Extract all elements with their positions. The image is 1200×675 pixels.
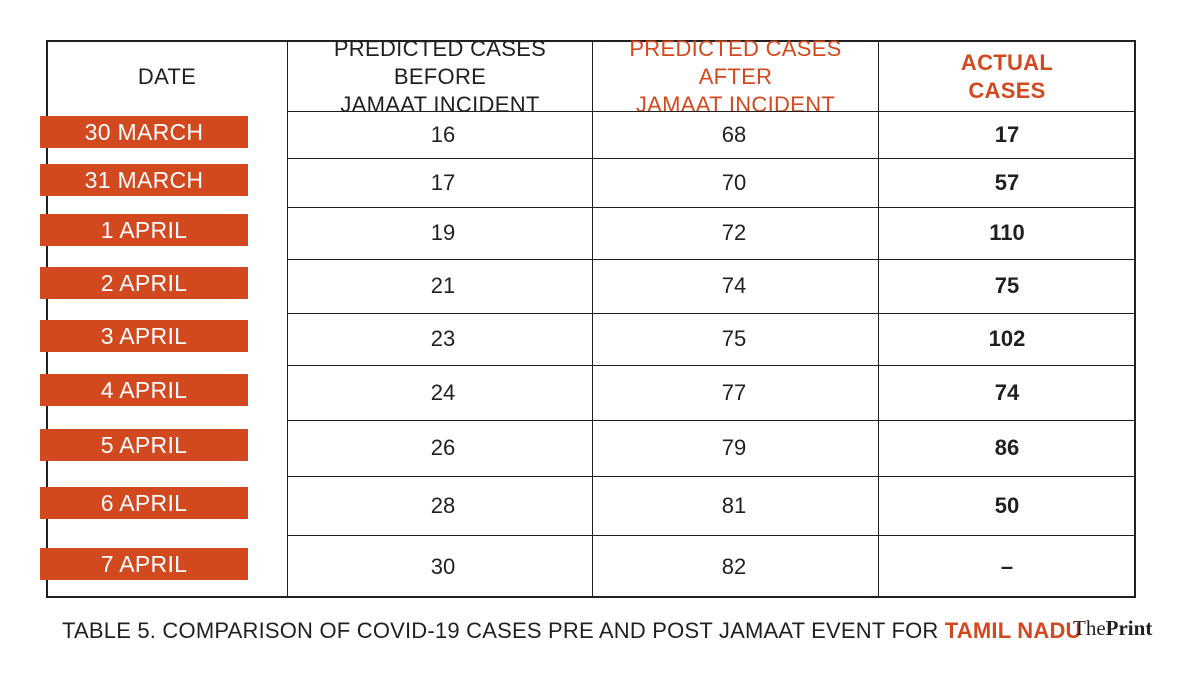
cell-predicted-before: 28	[430, 492, 456, 518]
theprint-logo: ThePrint	[1073, 616, 1152, 641]
row-divider	[287, 313, 1136, 314]
row-divider	[287, 420, 1136, 421]
row-divider	[287, 207, 1136, 208]
row-divider	[287, 476, 1136, 477]
cell-predicted-after: 81	[721, 492, 747, 518]
logo-the: The	[1073, 616, 1106, 640]
column-divider	[287, 40, 288, 598]
cell-predicted-before: 26	[430, 435, 456, 460]
date-badge: 3 APRIL	[40, 320, 248, 352]
row-divider	[287, 259, 1136, 260]
cell-actual-cases: –	[1000, 553, 1014, 579]
cell-predicted-after: 70	[721, 169, 747, 195]
header-after-line2: JAMAAT INCIDENT	[635, 92, 836, 117]
cell-predicted-before: 21	[430, 273, 456, 298]
date-badge: 4 APRIL	[40, 373, 248, 406]
date-badge: 6 APRIL	[40, 486, 248, 519]
cell-actual-cases: 110	[989, 220, 1025, 245]
row-divider	[287, 535, 1136, 536]
logo-print: Print	[1105, 616, 1153, 640]
column-divider	[592, 40, 593, 598]
cell-predicted-after: 72	[721, 220, 747, 245]
cell-actual-cases: 50	[994, 492, 1020, 518]
header-actual-line1: ACTUAL	[960, 50, 1054, 75]
cell-predicted-before: 19	[430, 220, 456, 245]
row-divider	[287, 365, 1136, 366]
cell-predicted-after: 82	[721, 553, 747, 579]
date-badge: 31 MARCH	[40, 163, 248, 196]
cell-predicted-after: 75	[721, 326, 747, 351]
header-predicted-after: PREDICTED CASES AFTER JAMAAT INCIDENT	[593, 36, 878, 117]
cell-actual-cases: 102	[988, 326, 1026, 351]
header-actual-line2: CASES	[968, 78, 1046, 103]
caption-text: TABLE 5. COMPARISON OF COVID-19 CASES PR…	[62, 618, 945, 643]
cell-actual-cases: 75	[994, 273, 1020, 298]
cell-predicted-after: 68	[721, 121, 747, 147]
date-badge: 2 APRIL	[40, 267, 248, 299]
cell-actual-cases: 57	[994, 169, 1020, 195]
table-caption: TABLE 5. COMPARISON OF COVID-19 CASES PR…	[62, 618, 1082, 644]
cell-predicted-before: 23	[430, 326, 456, 351]
cell-predicted-after: 79	[721, 435, 747, 460]
header-predicted-before: PREDICTED CASES BEFORE JAMAAT INCIDENT	[288, 36, 592, 117]
cell-actual-cases: 17	[994, 121, 1020, 147]
cell-actual-cases: 86	[994, 435, 1020, 460]
header-after-line1: PREDICTED CASES AFTER	[629, 36, 842, 89]
cell-predicted-after: 77	[721, 379, 747, 405]
cell-predicted-before: 30	[430, 553, 456, 579]
header-before-line2: JAMAAT INCIDENT	[340, 92, 540, 117]
date-badge: 7 APRIL	[40, 547, 248, 580]
row-divider	[287, 158, 1136, 159]
row-divider	[287, 111, 1136, 112]
cell-predicted-before: 17	[430, 169, 456, 195]
table-frame	[46, 40, 1136, 598]
cell-actual-cases: 74	[994, 379, 1020, 405]
header-date: DATE	[137, 64, 197, 89]
cell-predicted-before: 16	[430, 121, 456, 147]
caption-state: TAMIL NADU	[944, 618, 1082, 643]
header-actual-cases: ACTUAL CASES	[879, 44, 1135, 110]
cell-predicted-after: 74	[721, 273, 747, 298]
cell-predicted-before: 24	[430, 379, 456, 405]
date-badge: 5 APRIL	[40, 429, 248, 461]
date-badge: 30 MARCH	[40, 115, 248, 148]
header-before-line1: PREDICTED CASES BEFORE	[333, 36, 547, 89]
column-divider	[878, 40, 879, 598]
date-badge: 1 APRIL	[40, 214, 248, 246]
